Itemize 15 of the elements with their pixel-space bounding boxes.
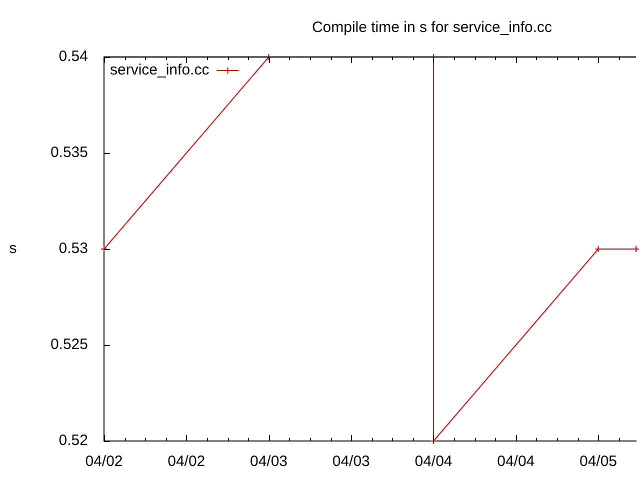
y-tick-label: 0.52: [58, 432, 88, 450]
x-tick-label: 04/03: [332, 453, 370, 470]
text: service_info.cc: [110, 62, 210, 79]
y-axis-title: s: [9, 240, 17, 258]
y-tick-label: 0.54: [58, 48, 88, 66]
x-tick-label: 04/03: [250, 453, 288, 470]
x-tick-label: 04/02: [85, 453, 123, 470]
x-tick-label: 04/04: [497, 453, 535, 470]
chart-title: Compile time in s for service_info.cc: [312, 19, 553, 36]
x-tick-label: 04/05: [579, 453, 618, 470]
y-tick-label: 0.53: [58, 240, 88, 258]
x-tick-label: 04/02: [168, 453, 206, 470]
y-tick-label: 0.535: [50, 144, 88, 162]
y-tick-label: 0.525: [50, 336, 88, 354]
x-tick-label: 04/04: [414, 453, 452, 470]
